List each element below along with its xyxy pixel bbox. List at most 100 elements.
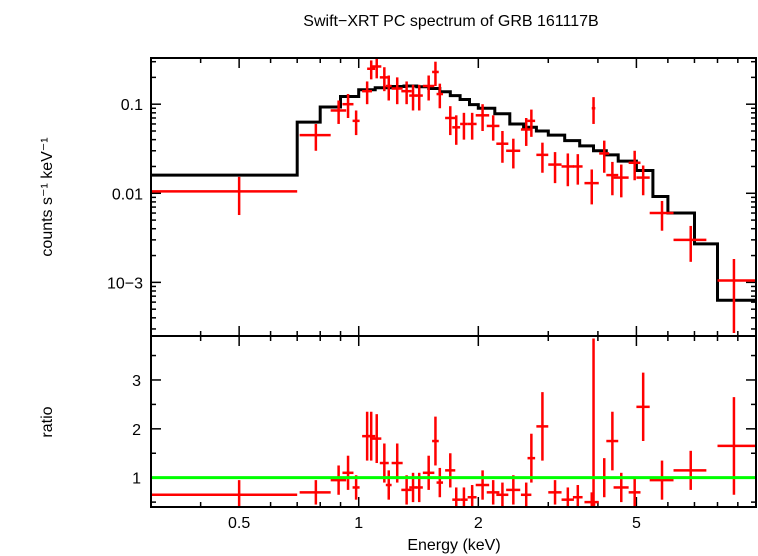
y-tick-label: 0.1 [121,97,143,114]
spectrum-data-point [391,77,403,105]
spectrum-data-point [409,84,417,111]
ratio-data-point [299,480,331,505]
ratio-data-point [379,443,389,483]
spectrum-data-point [636,165,650,196]
spectrum-data-point [496,131,509,163]
x-tick-label: 5 [632,515,641,532]
ratio-data-point [561,487,574,507]
ratio-data-point [460,487,468,507]
spectrum-data-point [385,75,392,101]
chart-title: Swift−XRT PC spectrum of GRB 161117B [303,13,598,30]
ratio-data-point [536,392,549,461]
ratio-data-point [591,338,596,507]
y-tick-label: 0.01 [112,186,143,203]
spectrum-data-point [445,106,456,136]
spectrum-data-point [436,83,444,109]
ratio-data-point [584,492,599,507]
ratio-panel: 1 2 3 0.5 1 2 5 ratio Energy (keV) [39,335,757,554]
spectrum-data-point [649,200,674,231]
ratio-data-point [367,411,376,461]
y-tick-label: 2 [132,422,141,439]
energy-tick-labels: 0.5 1 2 5 [228,515,641,532]
ratio-frame [150,335,757,508]
spectrum-data-point [486,115,500,141]
x-axis-label: Energy (keV) [407,537,500,554]
spectrum-data-point [717,258,756,334]
spectrum-data-point [415,84,423,111]
ratio-data-point [401,475,412,505]
ratio-data-point [372,414,382,464]
spectrum-data-point [599,140,610,173]
y-tick-label: 3 [132,373,141,390]
spectrum-data-point [606,161,619,196]
spectrum-data-point [460,112,468,140]
ratio-data-point [467,485,477,507]
ratio-y-tick-labels: 1 2 3 [132,373,141,488]
ratio-data-point [496,482,509,507]
spectrum-data-point [548,152,562,184]
ratio-data-point [436,467,444,498]
spectrum-data-point [527,109,536,137]
ratio-data-point [527,433,536,483]
spectrum-data-point [379,67,389,92]
spectrum-data-point [628,150,641,181]
spectrum-data-point [572,154,583,185]
spectrum-data-point [673,225,707,262]
y-tick-label: 1 [132,471,141,488]
ratio-data-point [506,475,521,505]
ratio-y-axis-label: ratio [39,406,56,437]
ratio-data-point [717,397,756,495]
ratio-data-point [391,443,403,483]
spectrum-data-point [475,104,490,132]
ratio-data-point [606,411,619,471]
spectrum-data-point [584,169,599,205]
ratio-data-point [548,480,562,505]
ratio-data-point [352,475,360,500]
ratio-data-point [649,460,674,500]
spectrum-y-tick-labels: 0.1 0.01 10−3 [107,97,143,292]
x-tick-label: 2 [474,515,483,532]
spectrum-data-point [613,164,629,198]
spectrum-data-point [401,81,412,105]
ratio-data-point [475,470,490,500]
spectrum-data-point [342,94,354,118]
spectrum-data-point [151,176,298,216]
spectrum-panel: 0.1 0.01 10−3 counts s⁻¹ keV⁻¹ [39,57,757,337]
ratio-data-point [422,455,435,490]
spectrum-data-point [422,75,435,101]
ratio-data-point [636,372,650,442]
spectrum-data-point [520,117,532,146]
ratio-data-point [628,477,641,507]
ratio-data-points [151,338,756,507]
spectrum-data-point [591,97,596,124]
ratio-data-point [330,465,347,495]
ratio-data-point [385,470,392,500]
spectrum-data-point [467,112,477,140]
ratio-data-point [342,455,354,490]
y-tick-label: 10−3 [107,275,143,292]
spectrum-data-points [151,58,756,334]
ratio-data-point [520,482,532,507]
spectrum-data-point [352,110,360,136]
ratio-data-point [572,485,583,507]
spectrum-data-point [330,100,347,124]
spectrum-data-point [432,61,439,87]
ratio-data-point [452,487,461,507]
ratio-data-point [445,453,456,488]
spectrum-data-point [561,153,574,187]
x-tick-label: 1 [354,515,363,532]
ratio-data-point [673,450,707,490]
x-tick-label: 0.5 [228,515,250,532]
ratio-data-point [151,480,298,507]
ratio-data-point [486,480,500,505]
spectrum-data-point [299,123,331,151]
ratio-data-point [432,416,439,466]
spectrum-data-point [367,60,376,80]
spectrum-data-point [372,58,382,79]
spectrum-data-point [536,142,549,173]
spectrum-data-point [452,115,461,145]
spectrum-data-point [506,138,521,169]
spectrum-data-point [362,81,373,105]
spectrum-y-axis-label: counts s⁻¹ keV⁻¹ [39,137,56,256]
